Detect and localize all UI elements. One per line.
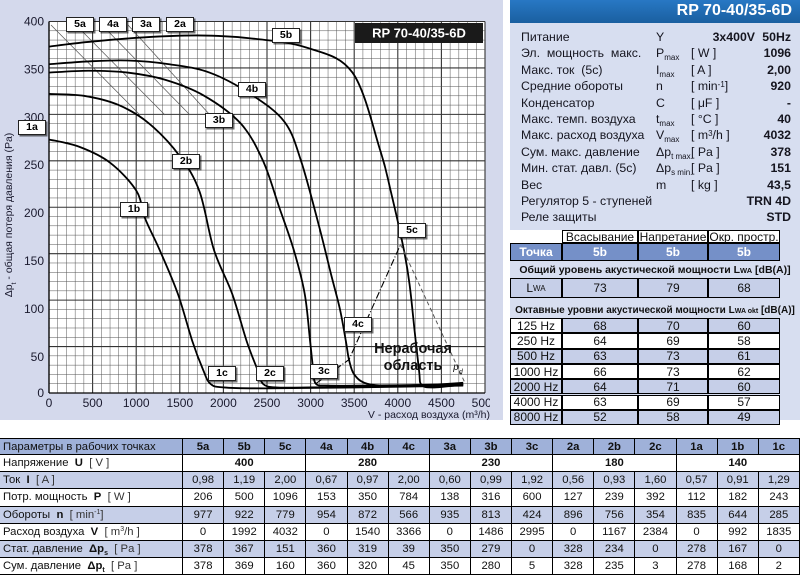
svg-text:250: 250 [24, 158, 44, 172]
svg-text:V - расход воздуха (m³/h): V - расход воздуха (m³/h) [368, 409, 490, 420]
svg-text:Нерабочая: Нерабочая [374, 341, 452, 357]
svg-text:4000: 4000 [384, 396, 411, 410]
svg-text:100: 100 [24, 302, 44, 316]
svg-text:1000: 1000 [123, 396, 150, 410]
svg-text:область: область [384, 358, 443, 374]
svg-text:3000: 3000 [297, 396, 324, 410]
svg-text:200: 200 [24, 206, 44, 220]
svg-text:1500: 1500 [166, 396, 193, 410]
svg-text:400: 400 [24, 15, 44, 29]
svg-text:2500: 2500 [254, 396, 281, 410]
svg-text:50: 50 [31, 350, 45, 364]
svg-text:0: 0 [37, 386, 44, 400]
svg-text:RP 70-40/35-6D: RP 70-40/35-6D [372, 26, 466, 41]
svg-text:350: 350 [24, 62, 44, 76]
svg-text:2000: 2000 [210, 396, 237, 410]
svg-text:150: 150 [24, 254, 44, 268]
svg-text:0: 0 [46, 396, 53, 410]
svg-text:500: 500 [83, 396, 103, 410]
svg-text:3500: 3500 [341, 396, 368, 410]
svg-text:4500: 4500 [428, 396, 455, 410]
svg-text:Δpt - общая потеря давления (P: Δpt - общая потеря давления (Pa) [3, 133, 18, 298]
